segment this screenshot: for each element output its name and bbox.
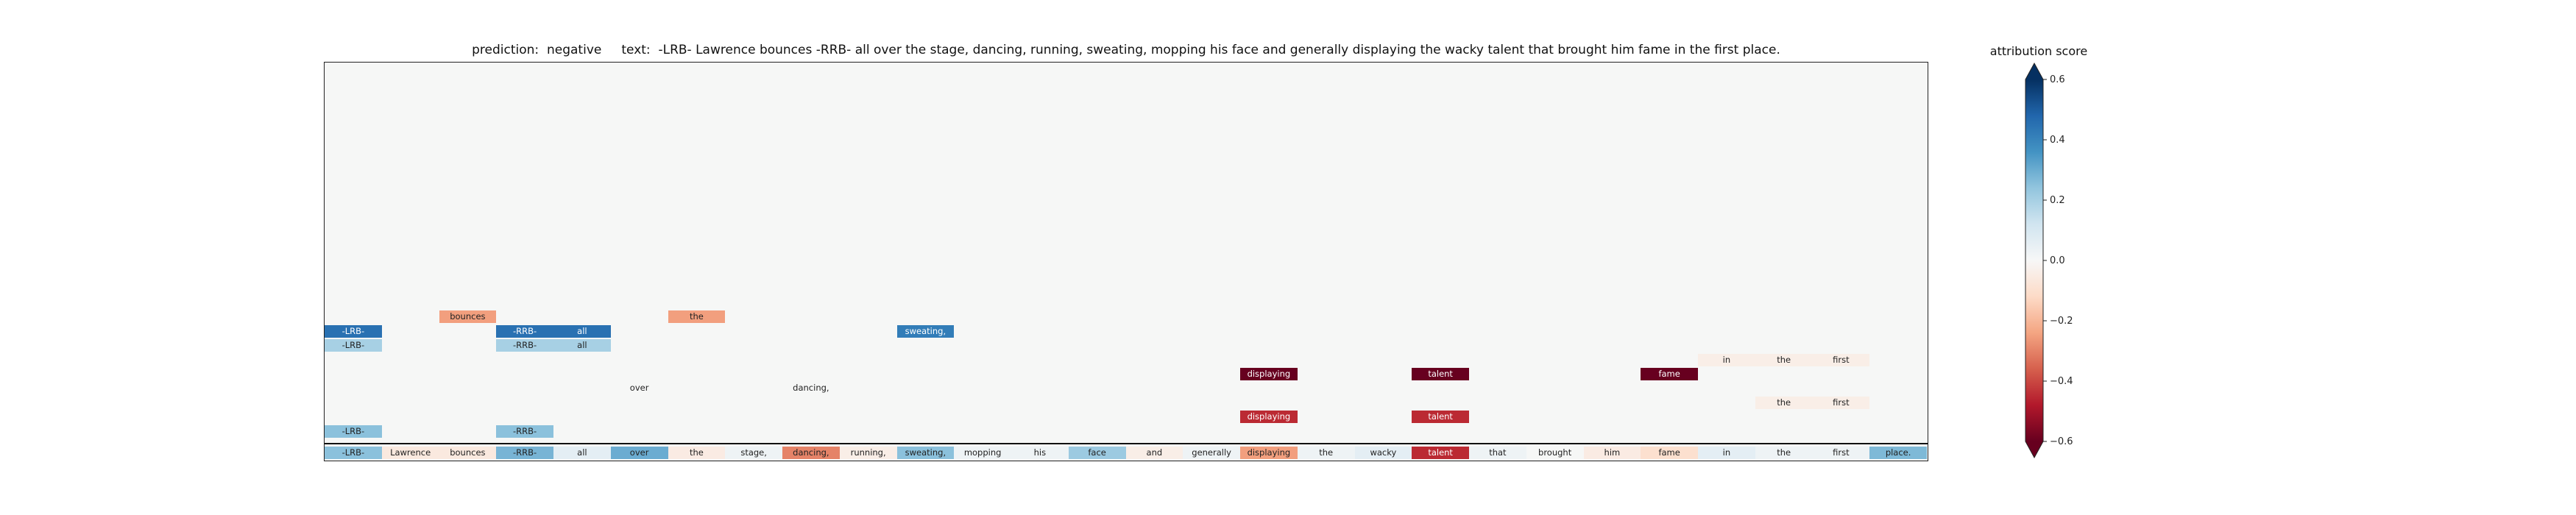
attribution-cell: -LRB-	[325, 425, 382, 438]
attribution-cell: displaying	[1240, 411, 1298, 424]
colorbar-tick-label: 0.2	[2050, 195, 2065, 206]
base-token-cell: that	[1469, 447, 1526, 459]
colorbar-tick-label: −0.6	[2050, 436, 2073, 447]
attribution-cell: all	[553, 324, 611, 338]
base-token-cell: fame	[1641, 447, 1698, 459]
attribution-cell: the	[668, 310, 726, 324]
base-token-cell: sweating,	[896, 447, 955, 459]
colorbar-ticks: 0.6 0.4 0.2 0.0 −0.2 −0.4 −0.6	[2043, 74, 2073, 447]
attribution-cell: talent	[1412, 368, 1469, 380]
attribution-cell: -RRB-	[496, 425, 553, 438]
baseline-separator	[325, 443, 1928, 444]
colorbar-tick-label: 0.4	[2050, 135, 2065, 146]
attribution-cell: -LRB-	[325, 339, 382, 352]
attribution-cell: displaying	[1240, 368, 1298, 380]
attribution-cell: the	[1755, 396, 1813, 409]
base-token-cell: place.	[1869, 447, 1927, 459]
colorbar-extend-bottom	[2025, 441, 2043, 458]
heatmap-plot-area: -LRB- Lawrence bounces -RRB-all over the stage…	[324, 62, 1928, 461]
base-token-cell: -RRB-	[496, 447, 553, 459]
colorbar-tick-label: 0.6	[2050, 74, 2065, 85]
colorbar-tick-label: −0.2	[2050, 316, 2073, 327]
text-label: text:	[621, 43, 651, 57]
colorbar-extend-top	[2025, 63, 2043, 79]
attribution-cell: first	[1812, 353, 1870, 366]
base-token-cell: -LRB-	[325, 447, 382, 459]
base-token-cell: in	[1698, 447, 1755, 459]
base-token-cell: bounces	[439, 447, 497, 459]
base-token-cell: the	[1297, 447, 1355, 459]
base-token-cell: brought	[1538, 447, 1572, 458]
prediction-value: negative	[546, 43, 602, 57]
base-token-cell: Lawrence	[381, 447, 439, 459]
colorbar: 0.6 0.4 0.2 0.0 −0.2 −0.4 −0.6	[2025, 62, 2073, 459]
base-token-cell: talent	[1412, 447, 1469, 459]
text-value: -LRB- Lawrence bounces -RRB- all over th…	[658, 43, 1780, 57]
base-token-cell: face	[1068, 447, 1126, 459]
attribution-cell: dancing,	[793, 383, 829, 394]
attribution-cell: all	[553, 339, 611, 352]
base-token-cell: and	[1125, 447, 1183, 459]
attribution-cell: in	[1698, 353, 1755, 366]
base-token-cell: displaying	[1240, 447, 1298, 459]
base-token-cell: his	[1011, 447, 1069, 459]
prediction-label: prediction:	[472, 43, 539, 57]
attribution-cell: fame	[1641, 368, 1698, 380]
colorbar-title: attribution score	[1989, 44, 2088, 58]
colorbar-tick-label: 0.0	[2050, 255, 2065, 266]
base-token-cell: first	[1812, 447, 1870, 459]
base-token-cell: generally	[1183, 447, 1240, 459]
attribution-cell: -LRB-	[325, 324, 382, 338]
base-token-cell: dancing,	[782, 447, 840, 459]
attribution-cell: sweating,	[896, 324, 955, 338]
base-token-cell: him	[1583, 447, 1641, 459]
attribution-cell: bounces	[439, 310, 497, 324]
attribution-cell: -RRB-	[496, 339, 553, 352]
base-token-cell: all	[553, 447, 611, 459]
chart-title: prediction: negative text: -LRB- Lawrenc…	[324, 43, 1928, 57]
colorbar-gradient	[2025, 79, 2043, 441]
colorbar-tick-label: −0.4	[2050, 376, 2073, 387]
attribution-cell: talent	[1412, 411, 1469, 424]
base-token-cell: running,	[839, 447, 897, 459]
base-token-cell: mopping	[954, 447, 1011, 459]
attribution-cell: the	[1755, 353, 1813, 366]
base-token-cell: the	[668, 447, 726, 459]
attribution-cell: -RRB-	[496, 324, 553, 338]
base-token-cell: over	[610, 447, 668, 459]
attribution-cell: over	[629, 383, 649, 394]
attribution-cell: first	[1812, 396, 1870, 409]
base-token-cell: wacky	[1354, 447, 1412, 459]
base-token-cell: stage,	[725, 447, 782, 459]
base-token-cell: the	[1755, 447, 1813, 459]
